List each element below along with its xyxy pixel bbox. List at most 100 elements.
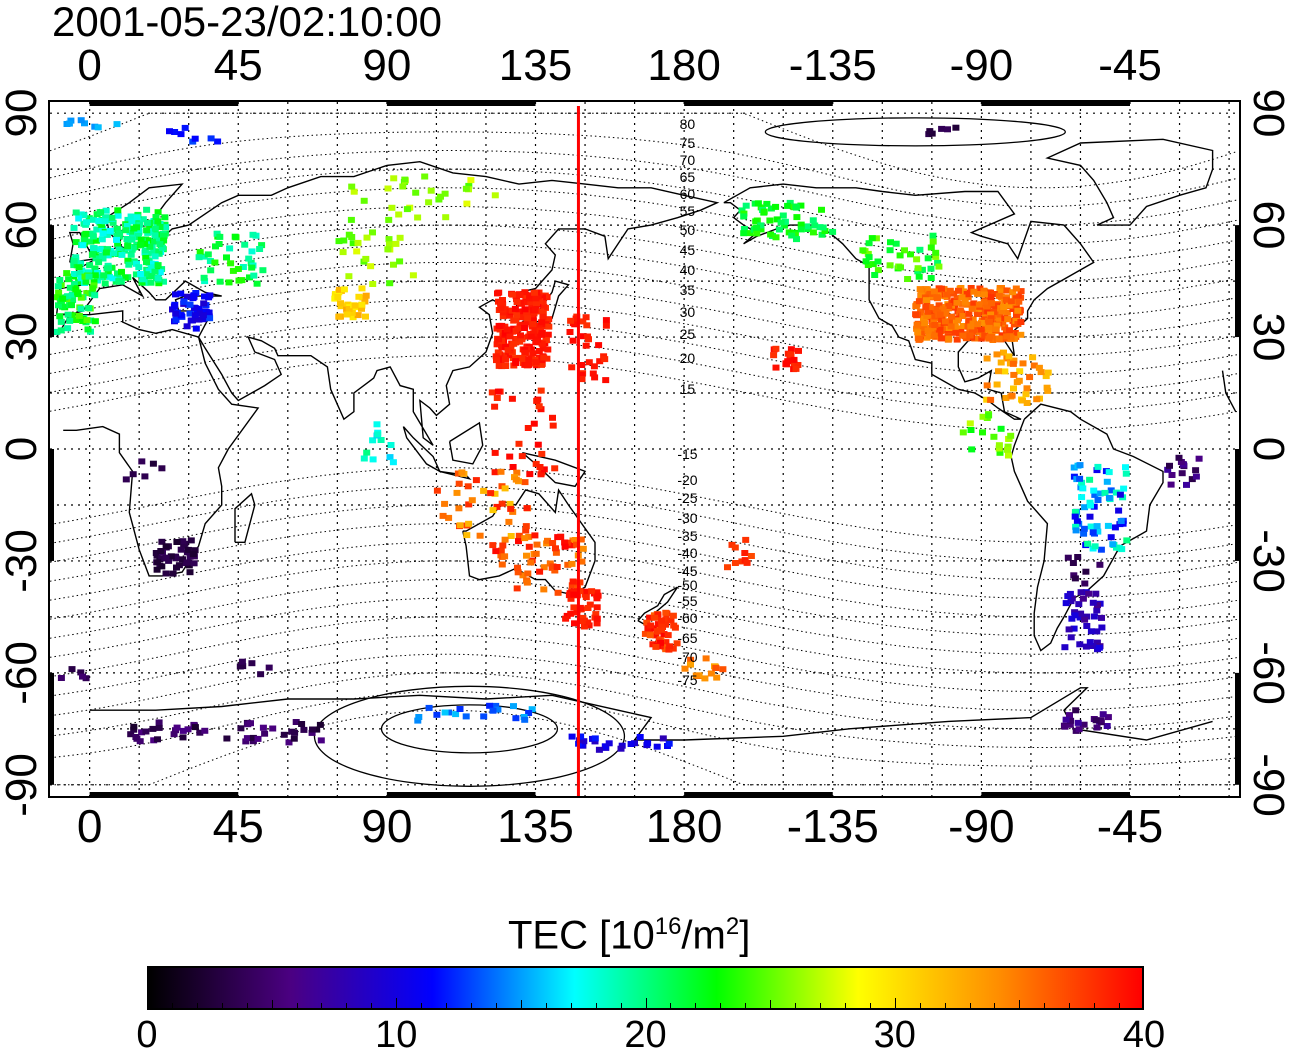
tec-point xyxy=(533,300,540,307)
tec-point xyxy=(521,321,529,328)
tec-point xyxy=(653,743,661,750)
tec-point xyxy=(539,310,547,317)
tec-point xyxy=(157,548,165,554)
tec-point xyxy=(953,295,961,302)
tec-point xyxy=(142,271,150,278)
tec-point xyxy=(101,280,109,287)
tec-point xyxy=(127,251,135,258)
tec-point xyxy=(797,221,805,228)
tec-point xyxy=(692,672,700,679)
tec-point xyxy=(954,317,961,324)
tec-point xyxy=(79,673,86,680)
tec-point xyxy=(1009,289,1017,296)
tec-point xyxy=(363,449,371,456)
tec-point xyxy=(594,592,602,599)
tec-point xyxy=(291,729,299,736)
tec-point xyxy=(593,620,601,627)
tec-point xyxy=(865,240,873,247)
tec-point xyxy=(809,229,817,236)
contour-label: -55 xyxy=(677,593,697,609)
tec-point xyxy=(864,262,872,268)
tec-point xyxy=(298,721,306,727)
tec-point xyxy=(970,288,978,295)
tec-point xyxy=(508,395,516,402)
tec-point xyxy=(414,717,422,724)
tec-point xyxy=(809,217,817,224)
tec-point xyxy=(117,278,125,285)
tec-point xyxy=(455,505,463,512)
tec-point xyxy=(538,340,546,347)
tec-point xyxy=(523,552,530,559)
tec-point xyxy=(585,359,593,366)
tec-point xyxy=(184,726,192,733)
tec-point xyxy=(254,735,262,742)
tec-point xyxy=(103,265,111,272)
tec-point xyxy=(441,190,449,197)
tec-point xyxy=(1072,527,1080,534)
tec-point xyxy=(265,664,273,671)
tec-point xyxy=(313,726,321,733)
tec-point xyxy=(75,279,83,286)
tec-point xyxy=(77,260,85,267)
tec-point xyxy=(531,307,539,313)
tec-point xyxy=(509,508,517,515)
tec-point xyxy=(442,214,450,221)
colorbar-minor-tick xyxy=(421,1003,423,1008)
tec-point xyxy=(362,255,370,262)
tec-point xyxy=(206,258,214,264)
tec-point xyxy=(517,314,525,321)
tec-point xyxy=(386,454,394,461)
tec-point xyxy=(149,238,157,245)
tec-point xyxy=(1077,610,1085,617)
tec-point xyxy=(156,224,164,230)
tec-point xyxy=(932,253,940,260)
tec-point xyxy=(1164,466,1172,473)
tec-point xyxy=(984,307,992,314)
tec-point xyxy=(472,477,480,484)
lat-tick-right: -60 xyxy=(1244,641,1292,705)
tec-point xyxy=(915,336,923,343)
tec-point xyxy=(493,341,501,348)
tec-point xyxy=(512,715,520,722)
tec-point xyxy=(1086,476,1094,483)
tec-point xyxy=(544,537,551,544)
tec-point xyxy=(753,224,761,231)
tec-point xyxy=(793,214,801,221)
tec-point xyxy=(531,532,539,539)
tec-point xyxy=(519,572,527,579)
tec-point xyxy=(772,203,780,210)
tec-point xyxy=(521,349,529,356)
tec-point xyxy=(1042,373,1050,380)
tec-point xyxy=(1177,459,1185,465)
tec-point xyxy=(190,304,198,311)
tec-point xyxy=(790,361,798,368)
tec-point xyxy=(239,663,247,670)
tec-point xyxy=(568,582,576,589)
tec-point xyxy=(486,702,494,709)
tec-point xyxy=(669,645,677,652)
tec-point xyxy=(510,703,517,710)
tec-point xyxy=(966,332,974,339)
tec-point xyxy=(57,327,65,334)
tec-point xyxy=(571,620,578,627)
tec-point xyxy=(412,189,420,196)
tec-point xyxy=(829,228,837,235)
tec-point xyxy=(617,745,625,752)
tec-point xyxy=(582,314,590,321)
contour-label: -15 xyxy=(677,446,697,462)
tec-point xyxy=(570,591,578,598)
tec-point xyxy=(358,285,366,292)
tec-point xyxy=(549,563,557,570)
tec-point xyxy=(234,266,242,272)
tec-point xyxy=(114,251,122,257)
tec-point xyxy=(502,343,510,350)
tec-point xyxy=(409,272,417,279)
tec-point xyxy=(1061,723,1069,730)
tec-point xyxy=(1107,534,1115,541)
colorbar-minor-tick xyxy=(396,998,398,1008)
tec-point xyxy=(1115,507,1123,514)
tec-point xyxy=(524,315,532,322)
colorbar-minor-tick xyxy=(919,1003,921,1008)
tec-point xyxy=(103,231,111,238)
tec-point xyxy=(1000,349,1007,356)
